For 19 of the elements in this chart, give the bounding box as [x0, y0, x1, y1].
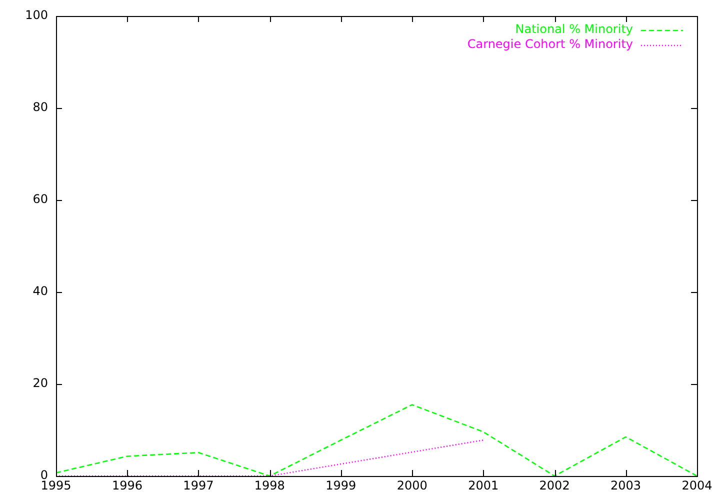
x-tick-label: 2001 — [468, 478, 499, 492]
y-tick-label: 40 — [32, 284, 48, 298]
y-tick-label: 80 — [32, 100, 48, 114]
legend-label: Carnegie Cohort % Minority — [467, 37, 633, 52]
y-tick-label: 20 — [32, 376, 48, 390]
y-tick-label: 100 — [25, 8, 48, 22]
x-tick-label: 1999 — [326, 478, 356, 492]
x-tick-label: 2000 — [396, 478, 428, 492]
x-tick-label: 2002 — [539, 478, 570, 492]
x-tick-label: 1997 — [183, 478, 214, 492]
x-tick-label: 1995 — [40, 478, 72, 492]
x-tick-label: 1996 — [112, 478, 142, 492]
y-tick-label: 60 — [32, 192, 48, 206]
x-tick-label: 2004 — [682, 478, 712, 492]
x-tick-label: 1998 — [254, 478, 285, 492]
x-tick-label: 2003 — [610, 478, 642, 492]
legend-label: National % Minority — [515, 22, 633, 36]
line-series — [56, 439, 484, 476]
line-series — [56, 404, 697, 476]
